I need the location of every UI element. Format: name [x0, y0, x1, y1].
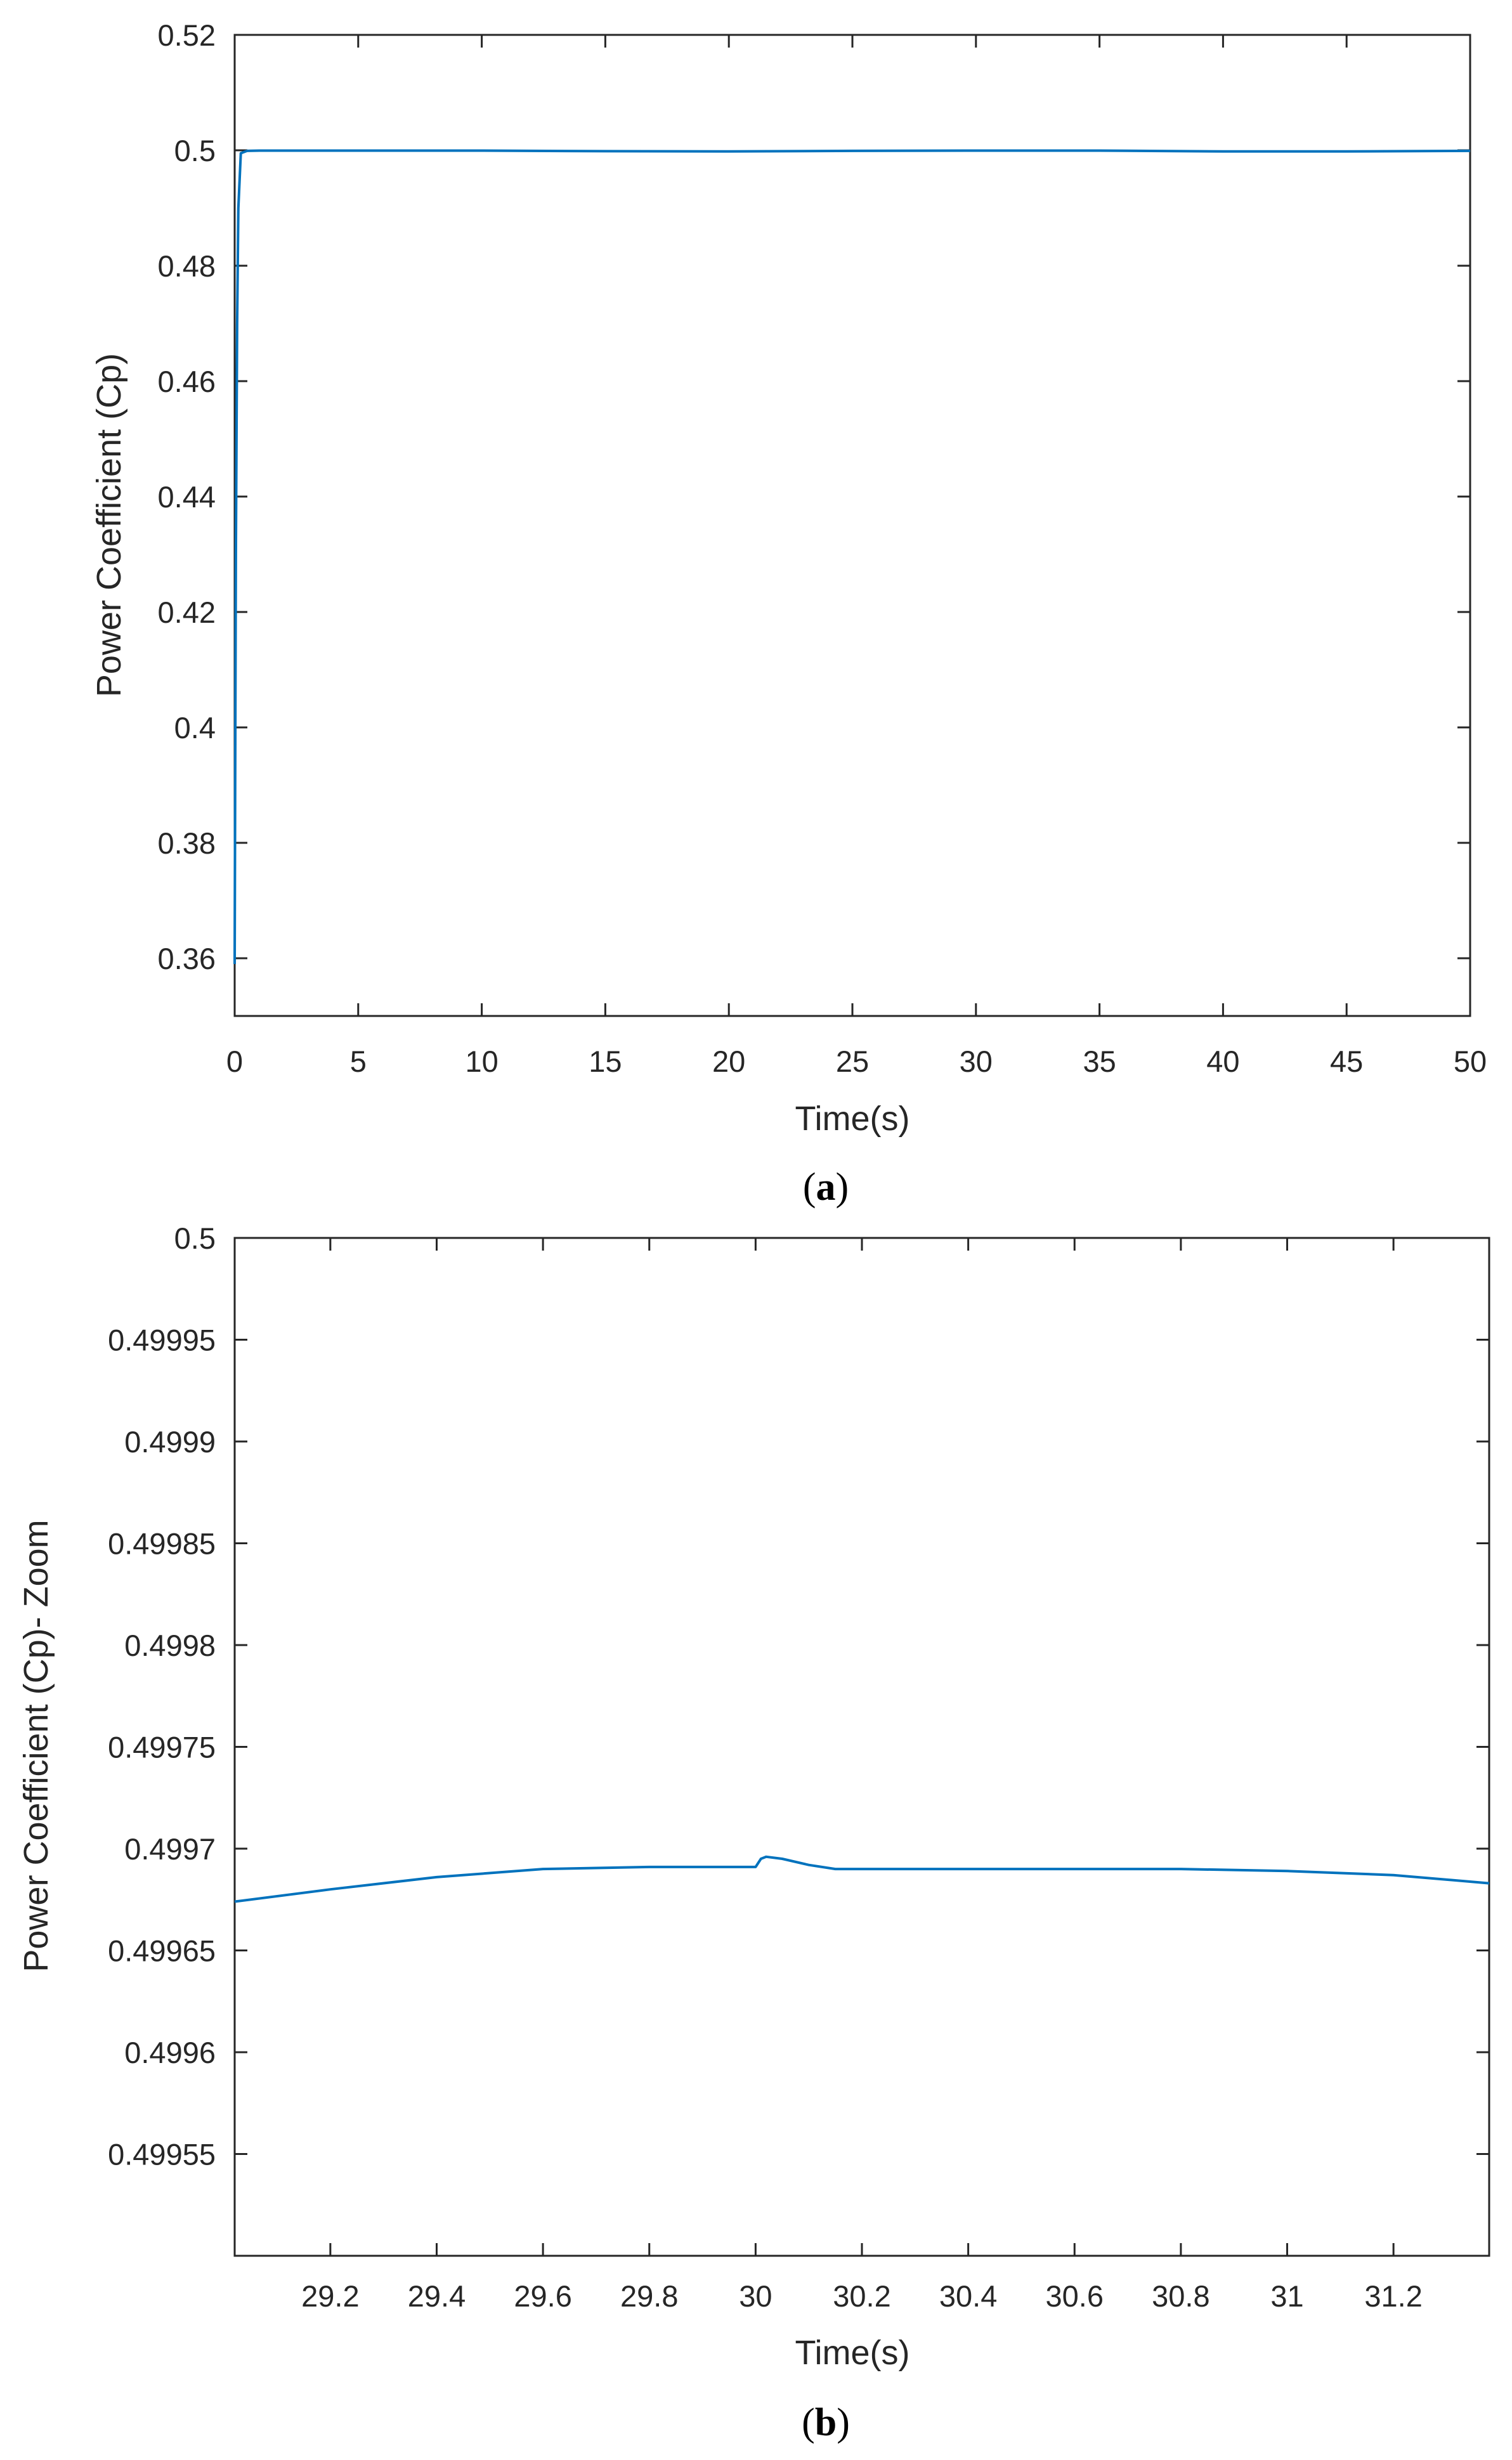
- x-tick-label-b: 29.8: [620, 2279, 678, 2313]
- y-tick-label-b: 0.49965: [108, 1934, 216, 1968]
- x-tick-label-a: 15: [589, 1045, 622, 1078]
- x-tick-label-a: 50: [1454, 1045, 1487, 1078]
- x-tick-label-a: 30: [960, 1045, 993, 1078]
- x-tick-label-a: 45: [1330, 1045, 1363, 1078]
- data-line-a: [233, 149, 1471, 965]
- caption-a: (a): [803, 1166, 849, 1209]
- y-tick-label-a: 0.36: [158, 942, 216, 975]
- y-tick-label-b: 0.4998: [124, 1629, 216, 1662]
- ticks-b: 29.2 29.4 29.6 29.8 30 30.2 30.4 30.6 30.8 31 31.2…: [108, 1221, 1489, 2313]
- y-tick-label-a: 0.44: [158, 480, 216, 514]
- x-tick-label-b: 30.6: [1046, 2279, 1104, 2313]
- x-tick-label-b: 31.2: [1364, 2279, 1422, 2313]
- y-tick-label-b: 0.4997: [124, 1832, 216, 1866]
- chart-panel-b: 29.2 29.4 29.6 29.8 30 30.2 30.4 30.6 30.8 31 31.2…: [17, 1221, 1490, 2444]
- x-tick-label-b: 30.8: [1152, 2279, 1209, 2313]
- y-tick-label-a: 0.5: [174, 134, 216, 167]
- x-tick-label-a: 40: [1206, 1045, 1239, 1078]
- x-tick-label-a: 20: [712, 1045, 745, 1078]
- x-tick-label-a: 35: [1083, 1045, 1116, 1078]
- x-tick-label-a: 10: [465, 1045, 498, 1078]
- y-tick-label-a: 0.46: [158, 365, 216, 398]
- y-tick-label-b: 0.4996: [124, 2036, 216, 2069]
- y-tick-label-a: 0.38: [158, 826, 216, 860]
- y-tick-label-b: 0.49985: [108, 1527, 216, 1561]
- x-tick-label-b: 30.2: [833, 2279, 890, 2313]
- y-tick-label-a: 0.52: [158, 18, 216, 52]
- plot-area-b: [233, 1237, 1490, 2257]
- x-axis-label-a: Time(s): [795, 1100, 910, 1138]
- x-tick-label-b: 31: [1270, 2279, 1303, 2313]
- x-tick-label-b: 29.6: [514, 2279, 571, 2313]
- y-tick-label-a: 0.4: [174, 711, 216, 745]
- y-tick-label-b: 0.49955: [108, 2138, 216, 2171]
- y-tick-label-b: 0.49975: [108, 1731, 216, 1764]
- ticks-a: 0 5 10 15 20 25 30 35 40 45 50 0.36 0.38 0.4 0.42 0.44 0…: [158, 18, 1487, 1078]
- data-line-b: [234, 1855, 1490, 1903]
- y-axis-label-b: Power Coefficient (Cp)- Zoom: [17, 1520, 55, 1972]
- y-tick-label-a: 0.42: [158, 595, 216, 629]
- x-tick-label-b: 29.2: [301, 2279, 359, 2313]
- chart-panel-a: 0 5 10 15 20 25 30 35 40 45 50 0.36 0.38 0.4 0.42 0.44 0…: [90, 18, 1487, 1209]
- x-tick-label-b: 30: [739, 2279, 772, 2313]
- x-tick-label-a: 0: [226, 1045, 243, 1078]
- y-tick-label-a: 0.48: [158, 249, 216, 283]
- y-tick-label-b: 0.4999: [124, 1425, 216, 1459]
- x-tick-label-b: 29.4: [408, 2279, 466, 2313]
- caption-b: (b): [802, 2401, 850, 2444]
- y-tick-label-b: 0.5: [174, 1221, 216, 1255]
- y-axis-label-a: Power Coefficient (Cp): [90, 353, 128, 697]
- x-tick-label-a: 25: [836, 1045, 869, 1078]
- y-tick-label-b: 0.49995: [108, 1324, 216, 1357]
- x-tick-label-b: 30.4: [939, 2279, 997, 2313]
- x-tick-label-a: 5: [350, 1045, 367, 1078]
- x-axis-label-b: Time(s): [795, 2334, 910, 2372]
- plot-area-a: [233, 34, 1471, 1017]
